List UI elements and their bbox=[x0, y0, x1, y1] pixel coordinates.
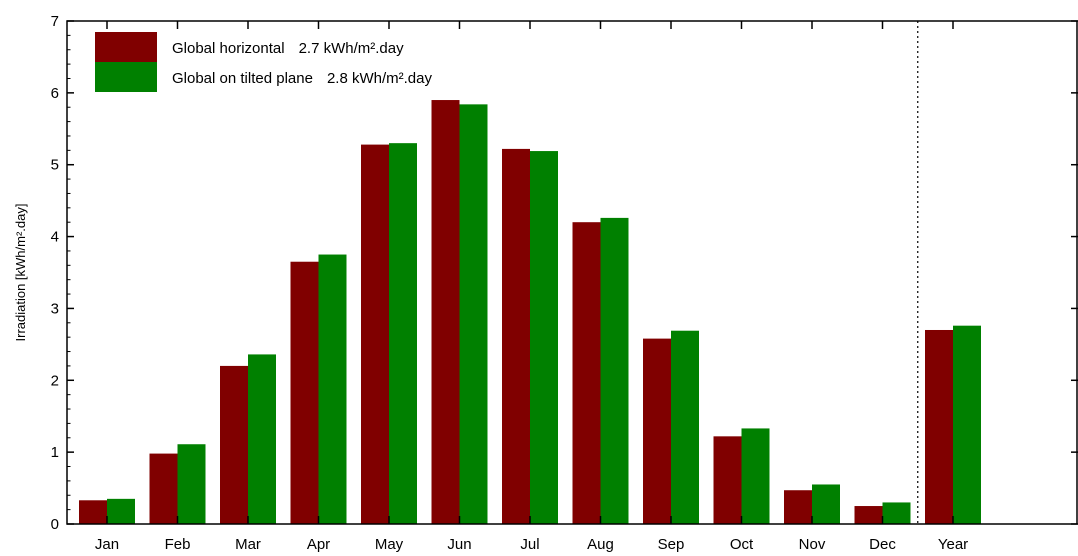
legend: Global horizontal 2.7 kWh/m².day Global on… bbox=[95, 32, 432, 92]
bar-tilted-jul bbox=[530, 151, 558, 524]
legend-swatch-horizontal bbox=[95, 32, 157, 62]
y-axis-label: Irradiation [kWh/m².day] bbox=[13, 204, 28, 342]
x-tick-label-sep: Sep bbox=[658, 536, 685, 553]
y-tick-label: 2 bbox=[51, 372, 59, 389]
bar-horizontal-aug bbox=[572, 222, 601, 524]
bar-tilted-aug bbox=[600, 217, 629, 525]
x-tick-label-aug: Aug bbox=[587, 536, 614, 553]
bar-horizontal-mar bbox=[220, 365, 248, 524]
bar-horizontal-apr bbox=[290, 261, 319, 524]
x-tick-label-oct: Oct bbox=[730, 536, 754, 553]
bar-tilted-mar bbox=[248, 354, 276, 524]
bar-tilted-feb bbox=[177, 444, 206, 524]
x-tick-label-jun: Jun bbox=[447, 536, 471, 553]
y-tick-label: 4 bbox=[51, 229, 59, 246]
bar-tilted-may bbox=[389, 143, 417, 524]
x-tick-label-nov: Nov bbox=[799, 536, 826, 553]
bar-horizontal-nov bbox=[784, 490, 812, 524]
bar-tilted-year bbox=[953, 325, 981, 524]
bars-layer bbox=[79, 100, 981, 525]
x-tick-label-jul: Jul bbox=[520, 536, 539, 553]
x-tick-label-feb: Feb bbox=[165, 536, 191, 553]
x-tick-label-dec: Dec bbox=[869, 536, 896, 553]
legend-label-horizontal: Global horizontal bbox=[172, 40, 285, 57]
bar-tilted-jan bbox=[107, 498, 135, 524]
bar-horizontal-sep bbox=[643, 338, 671, 524]
x-tick-label-jan: Jan bbox=[95, 536, 119, 553]
bar-horizontal-dec bbox=[854, 506, 883, 524]
bar-horizontal-jun bbox=[431, 100, 460, 525]
legend-label-tilted: Global on tilted plane bbox=[172, 70, 313, 87]
bar-horizontal-year bbox=[925, 329, 953, 524]
y-tick-label: 0 bbox=[51, 516, 59, 533]
bar-horizontal-jul bbox=[502, 148, 530, 525]
bar-tilted-nov bbox=[812, 484, 840, 524]
legend-summary-horizontal: 2.7 kWh/m².day bbox=[299, 40, 405, 57]
y-tick-label: 1 bbox=[51, 444, 59, 461]
legend-summary-tilted: 2.8 kWh/m².day bbox=[327, 70, 433, 87]
plot-frame bbox=[66, 20, 1078, 525]
y-tick-label: 7 bbox=[51, 13, 59, 30]
bar-tilted-oct bbox=[741, 428, 770, 524]
bar-horizontal-feb bbox=[149, 453, 178, 524]
bar-horizontal-may bbox=[361, 144, 389, 524]
bar-horizontal-oct bbox=[713, 436, 742, 524]
bar-tilted-jun bbox=[459, 104, 488, 525]
y-tick-label: 5 bbox=[51, 157, 59, 174]
bar-horizontal-jan bbox=[79, 500, 107, 524]
bar-tilted-sep bbox=[671, 330, 699, 524]
axis-layer: 0 1 2 3 4 5 6 7 Jan Feb Mar Apr May Jun Jul Aug Sep Oct No… bbox=[13, 13, 1078, 553]
legend-swatch-tilted bbox=[95, 62, 157, 92]
y-tick-label: 6 bbox=[51, 85, 59, 102]
y-tick-label: 3 bbox=[51, 300, 59, 317]
x-tick-label-mar: Mar bbox=[235, 536, 261, 553]
x-tick-label-may: May bbox=[375, 536, 404, 553]
x-tick-label-year: Year bbox=[938, 536, 968, 553]
bar-tilted-dec bbox=[882, 502, 911, 524]
bar-tilted-apr bbox=[318, 254, 347, 525]
x-tick-label-apr: Apr bbox=[307, 536, 330, 553]
